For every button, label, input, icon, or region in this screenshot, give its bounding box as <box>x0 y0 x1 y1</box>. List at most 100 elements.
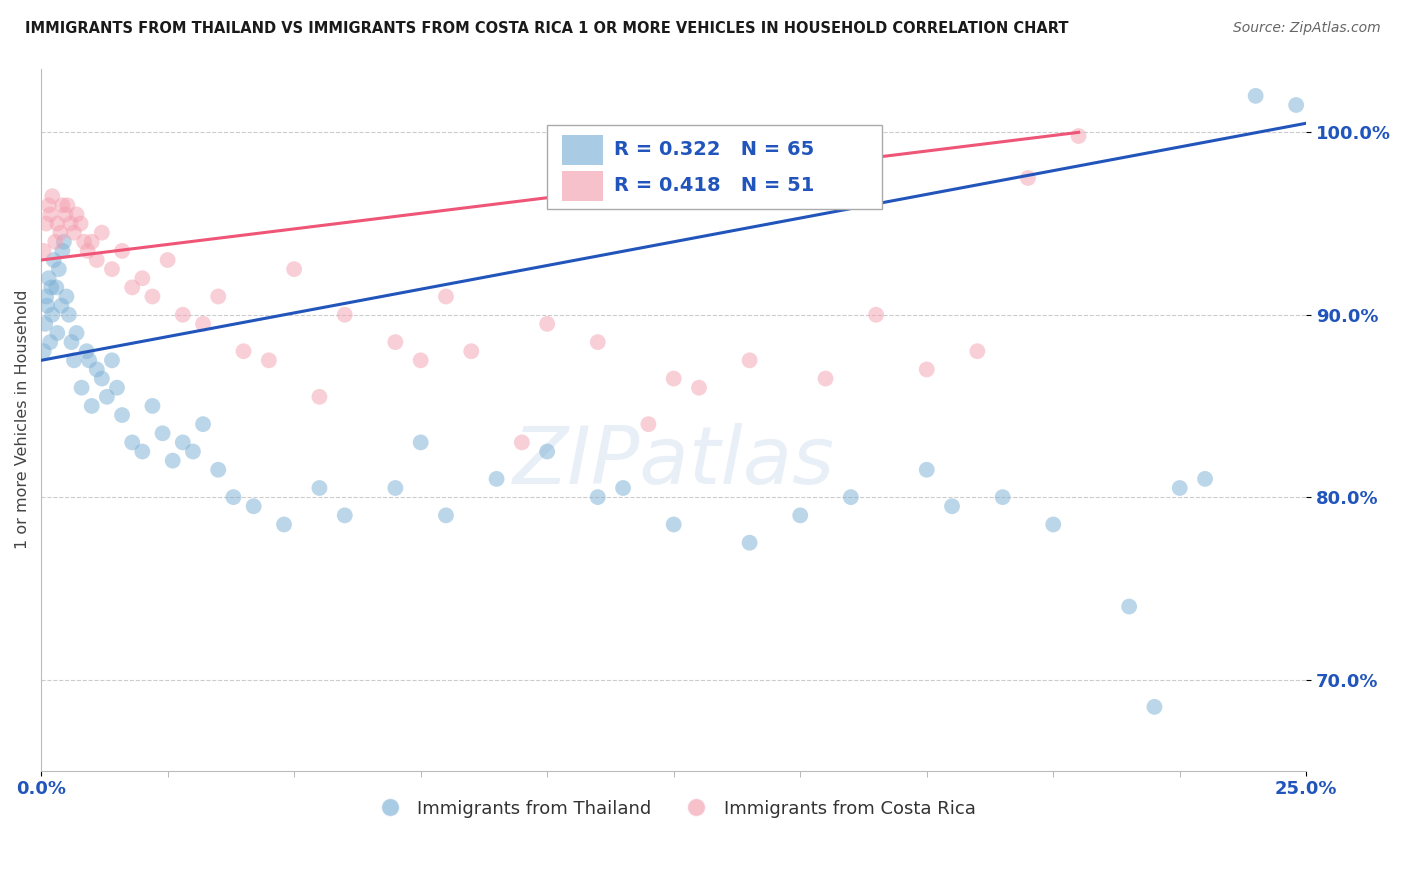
Point <box>152 426 174 441</box>
Point <box>44 235 66 249</box>
Point <box>42 253 65 268</box>
Point <box>273 517 295 532</box>
Point <box>409 353 432 368</box>
Point <box>814 371 837 385</box>
Point <box>1017 170 1039 185</box>
Text: Source: ZipAtlas.com: Source: ZipAtlas.com <box>1233 21 1381 35</box>
Point <box>70 381 93 395</box>
Point <box>308 390 330 404</box>
Point <box>257 353 280 368</box>
Point <box>96 390 118 404</box>
Point <box>1042 517 1064 532</box>
Point <box>51 299 73 313</box>
Point <box>49 226 72 240</box>
Point <box>131 271 153 285</box>
Point <box>73 235 96 249</box>
Point <box>156 253 179 268</box>
Point <box>39 207 62 221</box>
FancyBboxPatch shape <box>547 125 883 209</box>
Point <box>32 344 55 359</box>
Point <box>308 481 330 495</box>
Point <box>80 235 103 249</box>
Point <box>46 217 69 231</box>
Point <box>460 344 482 359</box>
Point <box>51 198 73 212</box>
Point <box>76 344 98 359</box>
Point <box>34 317 56 331</box>
Point <box>1067 128 1090 143</box>
Point <box>662 371 685 385</box>
Point <box>191 317 214 331</box>
Point <box>90 226 112 240</box>
Point <box>60 335 83 350</box>
Point <box>51 244 73 258</box>
Point <box>32 244 55 258</box>
Point <box>111 244 134 258</box>
Point <box>191 417 214 432</box>
Point <box>141 399 163 413</box>
Point <box>434 289 457 303</box>
Point <box>39 280 62 294</box>
Text: R = 0.418   N = 51: R = 0.418 N = 51 <box>614 177 814 195</box>
Point <box>637 417 659 432</box>
Point <box>101 353 124 368</box>
Point <box>41 308 63 322</box>
Point <box>172 308 194 322</box>
Point <box>77 353 100 368</box>
Point <box>63 353 86 368</box>
Point <box>1118 599 1140 614</box>
Point <box>55 289 77 303</box>
Point <box>688 381 710 395</box>
Point <box>65 326 87 340</box>
Point <box>207 463 229 477</box>
Text: ZIPatlas: ZIPatlas <box>513 423 835 500</box>
Point <box>915 463 938 477</box>
Point <box>207 289 229 303</box>
Point <box>941 500 963 514</box>
Point <box>63 226 86 240</box>
Point <box>966 344 988 359</box>
Point <box>105 381 128 395</box>
Point <box>37 299 59 313</box>
Point <box>333 308 356 322</box>
Point <box>38 271 60 285</box>
Point <box>1194 472 1216 486</box>
Point <box>536 444 558 458</box>
Point <box>434 508 457 523</box>
Point <box>586 490 609 504</box>
Point <box>222 490 245 504</box>
Point <box>1143 699 1166 714</box>
Point <box>1285 98 1308 112</box>
Point <box>121 435 143 450</box>
Point <box>55 207 77 221</box>
Point <box>586 335 609 350</box>
Point <box>915 362 938 376</box>
Text: R = 0.322   N = 65: R = 0.322 N = 65 <box>614 140 814 160</box>
Point <box>39 335 62 350</box>
Point <box>35 217 58 231</box>
Point <box>181 444 204 458</box>
Point <box>38 198 60 212</box>
Point <box>384 481 406 495</box>
Point <box>409 435 432 450</box>
Point <box>865 308 887 322</box>
Point <box>111 408 134 422</box>
Point <box>738 353 761 368</box>
Point <box>45 280 67 294</box>
Point <box>485 472 508 486</box>
Point <box>56 198 79 212</box>
Point <box>536 317 558 331</box>
Legend: Immigrants from Thailand, Immigrants from Costa Rica: Immigrants from Thailand, Immigrants fro… <box>364 792 983 825</box>
Point <box>121 280 143 294</box>
Point <box>172 435 194 450</box>
FancyBboxPatch shape <box>562 171 603 201</box>
Point <box>80 399 103 413</box>
Point <box>839 490 862 504</box>
Point <box>76 244 98 258</box>
Text: IMMIGRANTS FROM THAILAND VS IMMIGRANTS FROM COSTA RICA 1 OR MORE VEHICLES IN HOU: IMMIGRANTS FROM THAILAND VS IMMIGRANTS F… <box>25 21 1069 36</box>
Point <box>58 308 80 322</box>
Point <box>46 326 69 340</box>
Point <box>86 362 108 376</box>
Point <box>101 262 124 277</box>
Point <box>1244 88 1267 103</box>
